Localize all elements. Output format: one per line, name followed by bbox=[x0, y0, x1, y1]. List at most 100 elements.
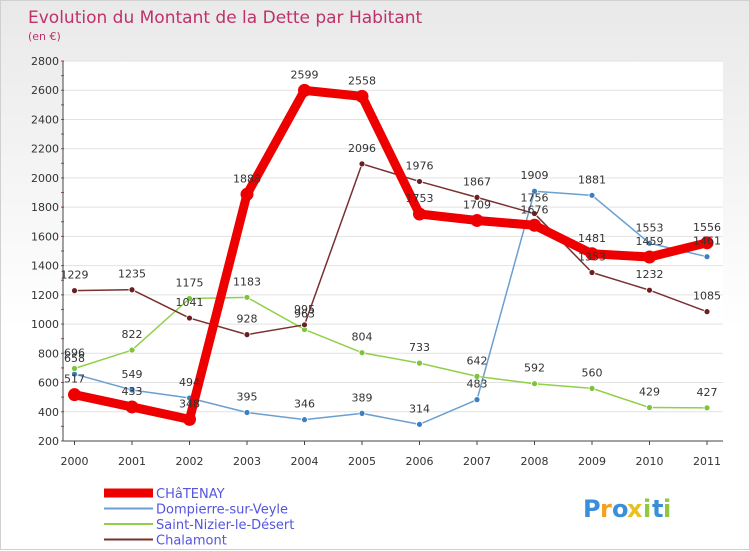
data-label: 2599 bbox=[291, 68, 319, 81]
data-label: 1709 bbox=[463, 198, 491, 211]
data-point bbox=[298, 83, 311, 97]
data-label: 560 bbox=[582, 366, 603, 379]
data-label: 963 bbox=[294, 307, 315, 320]
data-point bbox=[473, 372, 481, 380]
y-tick-label: 600 bbox=[38, 377, 59, 390]
logo-letter: i bbox=[643, 495, 651, 523]
legend-entry: Chalamont bbox=[156, 534, 227, 549]
y-tick-label: 800 bbox=[38, 347, 59, 360]
data-point bbox=[703, 404, 711, 412]
data-label: 494 bbox=[179, 376, 200, 389]
data-point bbox=[358, 160, 366, 168]
data-label: 696 bbox=[64, 347, 85, 360]
data-label: 2558 bbox=[348, 74, 376, 87]
data-point bbox=[71, 287, 78, 295]
series-line bbox=[73, 296, 708, 409]
data-label: 2096 bbox=[348, 142, 376, 155]
data-point bbox=[355, 89, 369, 103]
x-tick-label: 2006 bbox=[406, 455, 434, 468]
data-point bbox=[588, 384, 596, 392]
data-point bbox=[128, 386, 136, 394]
data-label: 429 bbox=[639, 386, 660, 399]
x-tick-label: 2002 bbox=[176, 455, 204, 468]
data-label: 592 bbox=[524, 362, 545, 375]
data-point bbox=[301, 321, 308, 329]
data-point bbox=[416, 420, 423, 428]
data-label: 1461 bbox=[693, 235, 721, 248]
data-point bbox=[588, 191, 596, 199]
data-point bbox=[358, 409, 366, 417]
y-tick-label: 200 bbox=[38, 435, 59, 448]
data-label: 822 bbox=[122, 328, 143, 341]
y-tick-label: 2600 bbox=[31, 84, 59, 97]
data-point bbox=[128, 346, 136, 354]
logo-letter: P bbox=[583, 495, 601, 523]
data-point bbox=[301, 416, 308, 424]
x-tick-label: 2008 bbox=[521, 455, 549, 468]
data-label: 1235 bbox=[118, 268, 146, 281]
series-line bbox=[73, 190, 708, 426]
legend-entry: Dompierre-sur-Veyle bbox=[156, 503, 288, 518]
data-label: 1229 bbox=[61, 269, 89, 282]
data-point bbox=[413, 207, 426, 221]
y-tick-label: 1000 bbox=[31, 318, 59, 331]
data-label: 1556 bbox=[693, 221, 721, 234]
data-label: 346 bbox=[294, 398, 315, 411]
data-point bbox=[646, 286, 653, 294]
data-point bbox=[243, 293, 251, 301]
data-point bbox=[588, 269, 596, 276]
data-label: 433 bbox=[122, 385, 143, 398]
data-label: 733 bbox=[409, 341, 430, 354]
data-label: 1756 bbox=[521, 192, 549, 205]
data-label: 1232 bbox=[636, 268, 664, 281]
data-label: 314 bbox=[409, 402, 430, 415]
data-label: 348 bbox=[179, 397, 200, 410]
data-label: 642 bbox=[467, 354, 488, 367]
data-label: 1867 bbox=[463, 175, 491, 188]
data-label: 1888 bbox=[233, 172, 261, 185]
data-label: 658 bbox=[64, 352, 85, 365]
data-point bbox=[703, 253, 711, 261]
x-tick-label: 2001 bbox=[118, 455, 146, 468]
data-point bbox=[186, 295, 193, 302]
logo-letter: r bbox=[600, 495, 612, 523]
y-tick-label: 2800 bbox=[31, 55, 59, 68]
data-label: 1353 bbox=[578, 250, 606, 263]
data-label: 1676 bbox=[521, 203, 549, 216]
data-point bbox=[416, 359, 423, 367]
series-line bbox=[73, 163, 708, 336]
data-point bbox=[128, 286, 136, 294]
data-label: 804 bbox=[352, 331, 373, 344]
data-point bbox=[703, 308, 711, 316]
data-label: 1459 bbox=[636, 235, 664, 248]
data-label: 517 bbox=[64, 373, 85, 386]
x-tick-label: 2007 bbox=[463, 455, 491, 468]
data-label: 549 bbox=[122, 368, 143, 381]
legend-entry: Saint-Nizier-le-Désert bbox=[156, 518, 294, 533]
data-point bbox=[473, 193, 481, 201]
data-label: 1909 bbox=[521, 169, 549, 182]
x-tick-label: 2004 bbox=[291, 455, 319, 468]
x-tick-label: 2011 bbox=[693, 455, 721, 468]
data-point bbox=[71, 365, 78, 372]
data-point bbox=[125, 400, 139, 414]
x-tick-label: 2010 bbox=[636, 455, 664, 468]
data-label: 1481 bbox=[578, 232, 606, 245]
data-point bbox=[243, 409, 251, 416]
data-point bbox=[416, 178, 423, 185]
data-point bbox=[531, 210, 538, 217]
data-label: 1041 bbox=[176, 296, 204, 309]
data-label: 1085 bbox=[693, 290, 721, 303]
x-tick-label: 2003 bbox=[233, 455, 261, 468]
data-point bbox=[700, 236, 714, 250]
data-point bbox=[68, 388, 81, 402]
logo-letter: i bbox=[663, 495, 671, 523]
y-tick-label: 1600 bbox=[31, 230, 59, 243]
data-point bbox=[585, 247, 599, 261]
data-label: 427 bbox=[697, 386, 718, 399]
data-point bbox=[240, 187, 254, 201]
data-label: 1976 bbox=[406, 159, 434, 172]
data-label: 395 bbox=[237, 391, 258, 404]
data-label: 389 bbox=[352, 391, 373, 404]
